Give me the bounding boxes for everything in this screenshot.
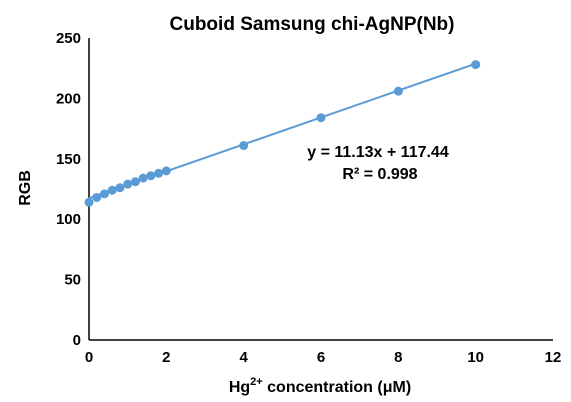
- data-point: [316, 113, 326, 123]
- data-point: [154, 168, 164, 178]
- y-tick-label: 0: [73, 332, 81, 349]
- x-tick-label: 8: [394, 349, 402, 366]
- data-point: [239, 141, 249, 151]
- trendline-r-squared: R² = 0.998: [342, 166, 417, 183]
- data-point: [471, 60, 481, 70]
- data-point: [99, 189, 109, 199]
- x-axis-label: Hg2+ concentration (μM): [229, 376, 411, 396]
- x-tick-label: 6: [317, 349, 325, 366]
- trendline-equation: y = 11.13x + 117.44: [307, 144, 449, 161]
- x-tick-label: 2: [162, 349, 170, 366]
- data-point: [84, 197, 94, 207]
- y-tick-label: 50: [64, 272, 81, 289]
- y-axis-label: RGB: [17, 170, 34, 206]
- data-point: [92, 192, 102, 202]
- data-point: [146, 171, 156, 181]
- data-point: [107, 185, 117, 195]
- data-point: [123, 179, 133, 189]
- x-tick-label: 10: [467, 349, 484, 366]
- y-tick-labels: 0 50 100 150 200 250: [56, 30, 81, 349]
- axes: [88, 38, 553, 341]
- x-axis-label-suffix: concentration (μM): [263, 379, 411, 396]
- y-tick-label: 200: [56, 90, 81, 107]
- chart-title: Cuboid Samsung chi-AgNP(Nb): [170, 14, 455, 35]
- data-points: [84, 60, 481, 207]
- data-point: [115, 183, 125, 193]
- data-point: [138, 173, 148, 183]
- y-tick-label: 150: [56, 151, 81, 168]
- y-axis-label-group: RGB: [17, 170, 34, 206]
- y-tick-label: 100: [56, 211, 81, 228]
- data-point: [130, 177, 140, 187]
- data-point: [393, 86, 403, 96]
- x-axis-label-prefix: Hg: [229, 379, 250, 396]
- x-tick-label: 0: [85, 349, 93, 366]
- y-tick-label: 250: [56, 30, 81, 47]
- x-tick-label: 12: [545, 349, 562, 366]
- data-point: [161, 166, 171, 176]
- x-tick-label: 4: [239, 349, 248, 366]
- x-tick-labels: 0 2 4 6 8 10 12: [85, 349, 562, 366]
- x-axis-label-superscript: 2+: [250, 376, 263, 388]
